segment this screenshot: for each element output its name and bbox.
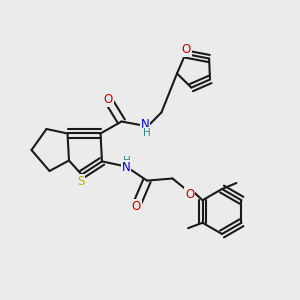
Text: O: O (182, 43, 191, 56)
Text: S: S (77, 175, 84, 188)
Text: N: N (140, 118, 149, 131)
Text: O: O (185, 188, 194, 201)
Text: O: O (132, 200, 141, 213)
Text: H: H (123, 156, 131, 166)
Text: N: N (122, 160, 130, 174)
Text: O: O (103, 93, 112, 106)
Text: H: H (143, 128, 151, 138)
